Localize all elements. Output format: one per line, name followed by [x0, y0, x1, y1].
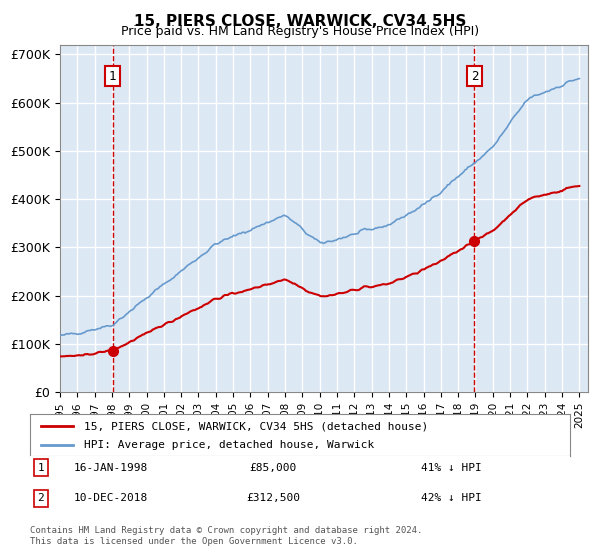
Text: 1: 1	[37, 463, 44, 473]
Text: Contains HM Land Registry data © Crown copyright and database right 2024.
This d: Contains HM Land Registry data © Crown c…	[30, 526, 422, 546]
Text: £312,500: £312,500	[246, 493, 300, 503]
Text: 2: 2	[37, 493, 44, 503]
Text: 16-JAN-1998: 16-JAN-1998	[74, 463, 148, 473]
Text: HPI: Average price, detached house, Warwick: HPI: Average price, detached house, Warw…	[84, 440, 374, 450]
Text: 41% ↓ HPI: 41% ↓ HPI	[421, 463, 482, 473]
Text: 10-DEC-2018: 10-DEC-2018	[74, 493, 148, 503]
Text: 15, PIERS CLOSE, WARWICK, CV34 5HS (detached house): 15, PIERS CLOSE, WARWICK, CV34 5HS (deta…	[84, 421, 428, 431]
Text: £85,000: £85,000	[250, 463, 296, 473]
Text: 2: 2	[471, 69, 478, 82]
Text: 1: 1	[109, 69, 116, 82]
Text: 42% ↓ HPI: 42% ↓ HPI	[421, 493, 482, 503]
Text: 15, PIERS CLOSE, WARWICK, CV34 5HS: 15, PIERS CLOSE, WARWICK, CV34 5HS	[134, 14, 466, 29]
Text: Price paid vs. HM Land Registry's House Price Index (HPI): Price paid vs. HM Land Registry's House …	[121, 25, 479, 38]
